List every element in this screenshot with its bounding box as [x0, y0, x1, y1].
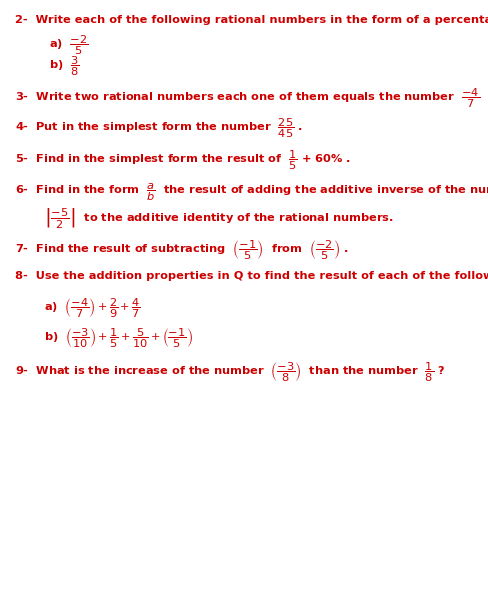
Text: b)  $\left(\dfrac{-3}{10}\right) + \dfrac{1}{5} + \dfrac{5}{10} + \left(\dfrac{-: b) $\left(\dfrac{-3}{10}\right) + \dfrac…: [44, 326, 193, 350]
Text: 7-  Find the result of subtracting  $\left(\dfrac{-1}{5}\right)$  from  $\left(\: 7- Find the result of subtracting $\left…: [15, 238, 348, 262]
Text: 9-  What is the increase of the number  $\left(\dfrac{-3}{8}\right)$  than the n: 9- What is the increase of the number $\…: [15, 361, 445, 384]
Text: 2-  Write each of the following rational numbers in the form of a percentage:: 2- Write each of the following rational …: [15, 15, 488, 25]
Text: 5-  Find in the simplest form the result of  $\dfrac{1}{5}$ + 60% .: 5- Find in the simplest form the result …: [15, 148, 351, 172]
Text: 3-  Write two rational numbers each one of them equals the number  $\dfrac{-4}{7: 3- Write two rational numbers each one o…: [15, 86, 488, 110]
Text: a)  $\dfrac{-2}{5}$: a) $\dfrac{-2}{5}$: [49, 33, 88, 57]
Text: 4-  Put in the simplest form the number  $\dfrac{25}{45}$ .: 4- Put in the simplest form the number $…: [15, 116, 303, 140]
Text: 6-  Find in the form  $\dfrac{a}{b}$  the result of adding the additive inverse : 6- Find in the form $\dfrac{a}{b}$ the r…: [15, 182, 488, 204]
Text: $\left|\dfrac{-5}{2}\right|$  to the additive identity of the rational numbers.: $\left|\dfrac{-5}{2}\right|$ to the addi…: [44, 206, 394, 230]
Text: 8-  Use the addition properties in Q to find the result of each of the following: 8- Use the addition properties in Q to f…: [15, 271, 488, 282]
Text: b)  $\dfrac{3}{8}$: b) $\dfrac{3}{8}$: [49, 55, 79, 78]
Text: a)  $\left(\dfrac{-4}{7}\right) + \dfrac{2}{9} + \dfrac{4}{7}$: a) $\left(\dfrac{-4}{7}\right) + \dfrac{…: [44, 297, 141, 321]
